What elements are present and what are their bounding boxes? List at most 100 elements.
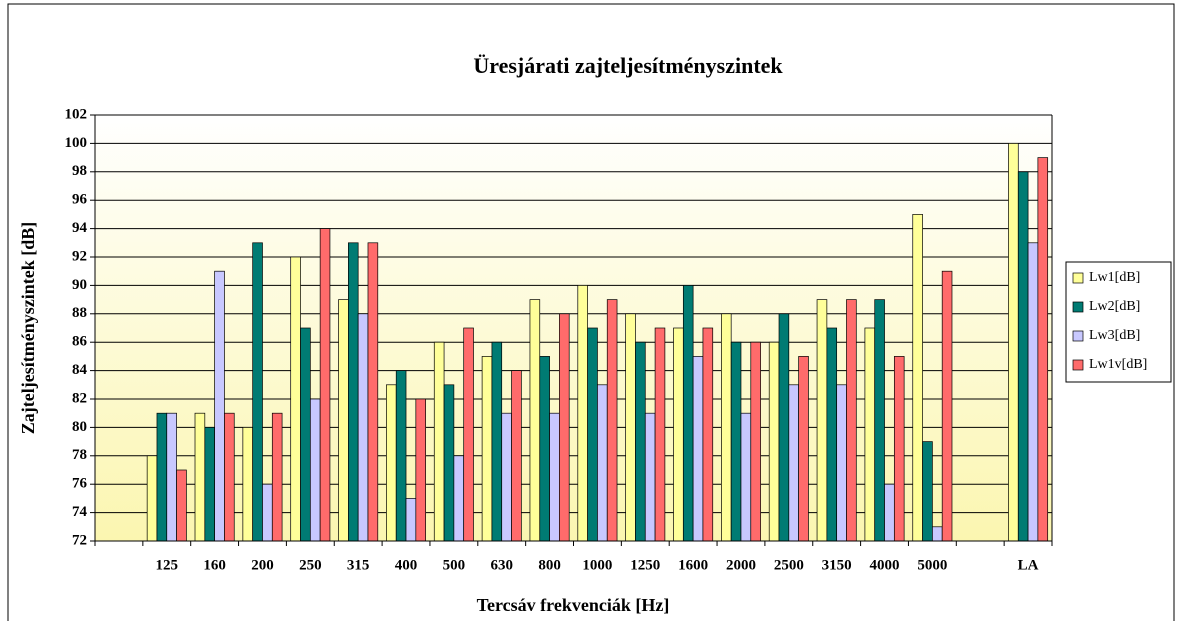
bar	[559, 313, 570, 542]
x-tick-label: LA	[1018, 557, 1039, 573]
x-axis-label: Tercsáv frekvenciák [Hz]	[477, 595, 670, 615]
y-tick-label: 72	[72, 532, 87, 548]
bar	[443, 384, 455, 542]
bar	[778, 313, 790, 542]
x-tick-label: 800	[538, 557, 561, 573]
bar	[836, 384, 847, 542]
axes: 72 74 76 78 80 82 84 86 88 90 92 94 96 98 100 102 125 160…	[65, 106, 1053, 573]
bar	[156, 412, 168, 542]
bar	[194, 412, 206, 542]
y-tick-label: 100	[65, 135, 88, 151]
bar	[262, 483, 273, 542]
bar	[768, 341, 780, 542]
bar	[1017, 171, 1029, 542]
legend-box	[1065, 261, 1172, 383]
bar	[673, 327, 684, 542]
x-tick-label: 2500	[774, 557, 804, 573]
bar	[874, 299, 885, 542]
bar	[463, 327, 474, 542]
legend-label: Lw3[dB]	[1089, 328, 1140, 343]
bar	[597, 384, 608, 542]
bar	[511, 370, 522, 542]
legend-swatch	[1072, 301, 1084, 313]
bar	[386, 384, 397, 542]
bar	[932, 526, 943, 542]
bar	[846, 299, 857, 542]
bar	[549, 412, 560, 542]
bar	[357, 313, 369, 542]
x-tick-label: 500	[443, 557, 466, 573]
chart-title: Üresjárati zajteljesítményszintek	[473, 53, 783, 78]
y-tick-label: 86	[72, 334, 88, 350]
bar	[864, 327, 876, 542]
bar	[224, 412, 235, 542]
bar	[912, 214, 923, 542]
bar	[405, 498, 417, 542]
bar	[922, 441, 933, 542]
bar	[252, 242, 263, 542]
bar	[309, 398, 321, 542]
bar	[826, 327, 838, 542]
bar	[682, 285, 694, 542]
x-tick-label: 250	[299, 557, 322, 573]
bar	[625, 313, 636, 542]
x-tick-label: 1600	[678, 557, 708, 573]
legend: Lw1[dB] Lw2[dB] Lw3[dB] Lw1v[dB]	[1065, 261, 1172, 383]
bar	[491, 341, 503, 542]
x-tick-label: 3150	[822, 557, 852, 573]
y-tick-label: 102	[65, 106, 88, 122]
bar	[481, 356, 493, 542]
bar	[635, 341, 646, 542]
bar	[176, 469, 187, 542]
x-tick-label: 160	[203, 557, 226, 573]
bar	[214, 270, 225, 542]
bar	[300, 327, 311, 542]
bars	[146, 143, 1049, 542]
bar	[348, 242, 359, 542]
bar	[587, 327, 598, 542]
bar	[415, 398, 426, 542]
x-tick-label: 2000	[726, 557, 756, 573]
bar	[204, 427, 215, 542]
y-tick-label: 82	[72, 390, 87, 406]
bar	[941, 270, 953, 542]
bar	[816, 299, 828, 542]
bar	[740, 412, 752, 542]
bar	[1008, 143, 1019, 542]
y-tick-label: 76	[72, 476, 88, 492]
bar	[395, 370, 407, 542]
y-tick-label: 92	[72, 248, 87, 264]
x-tick-label: 125	[156, 557, 179, 573]
legend-swatch	[1072, 330, 1084, 342]
bar	[319, 228, 331, 542]
bar	[501, 412, 512, 542]
bar	[242, 427, 254, 542]
legend-label: Lw1v[dB]	[1089, 357, 1147, 372]
x-tick-label: 315	[347, 557, 370, 573]
x-tick-label: 400	[395, 557, 418, 573]
bar	[692, 356, 704, 542]
y-tick-label: 74	[72, 504, 88, 520]
y-axis-label: Zajteljesítményszintek [dB]	[18, 222, 38, 434]
bar	[644, 412, 656, 542]
bar	[884, 483, 895, 542]
bar	[1027, 242, 1039, 542]
x-tick-label: 1250	[630, 557, 660, 573]
y-tick-label: 96	[72, 192, 88, 208]
legend-label: Lw2[dB]	[1089, 299, 1140, 314]
y-tick-label: 88	[72, 305, 87, 321]
legend-swatch	[1072, 272, 1084, 284]
legend-swatch	[1072, 359, 1084, 371]
legend-label: Lw1[dB]	[1089, 270, 1140, 285]
bar	[702, 327, 714, 542]
x-tick-label: 4000	[870, 557, 900, 573]
bar	[577, 285, 588, 542]
x-tick-label: 5000	[917, 557, 947, 573]
bar	[338, 299, 349, 542]
bar	[146, 455, 158, 542]
bar	[654, 327, 666, 542]
bar	[453, 455, 465, 542]
bar	[433, 341, 445, 542]
bar	[1037, 157, 1049, 542]
y-tick-label: 80	[72, 419, 87, 435]
